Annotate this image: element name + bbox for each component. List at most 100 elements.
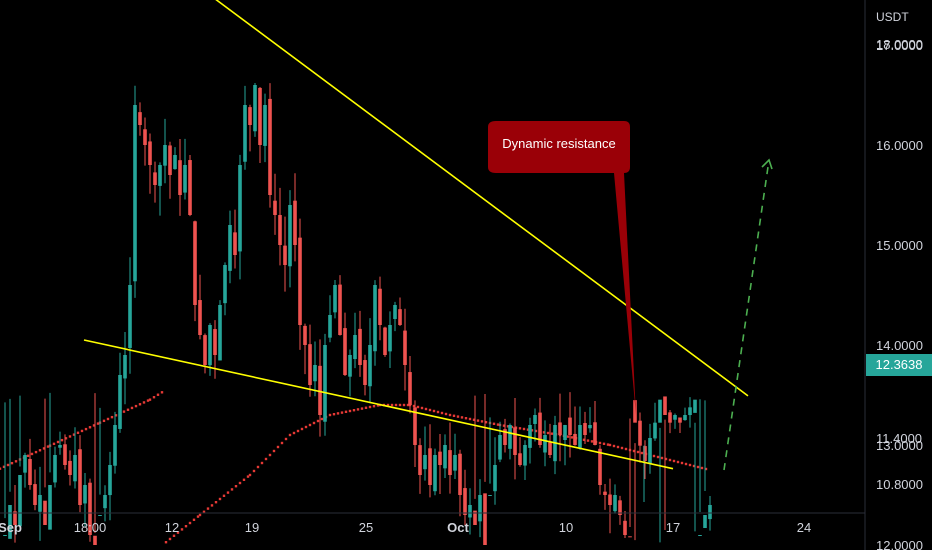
ma-dot (296, 429, 300, 433)
candle-body (23, 455, 27, 473)
ma-dot (64, 437, 68, 440)
ma-dot (60, 438, 64, 442)
candle-body (583, 423, 587, 435)
ma-dot (188, 521, 192, 525)
price-tick-label: 14.0000 (876, 338, 923, 353)
candle-body (503, 429, 507, 445)
candle-body (118, 375, 122, 429)
ma-dot (68, 435, 72, 438)
ma-dot (110, 415, 114, 419)
candle-body (188, 160, 192, 215)
ma-dot (52, 442, 56, 446)
ma-dot (312, 421, 316, 425)
candle-body (683, 415, 687, 421)
ma-dot (656, 455, 660, 459)
ma-dot (704, 467, 708, 471)
ma-dot (606, 443, 610, 446)
ma-dot (76, 431, 80, 434)
ma-dot (598, 441, 602, 445)
candle-body (193, 221, 197, 305)
candle-body (678, 417, 682, 423)
candle-body (113, 425, 117, 466)
ma-dot (6, 463, 10, 467)
ma-dot (304, 425, 308, 429)
ma-dot (700, 466, 704, 470)
candle-body (13, 511, 17, 525)
candle-body (653, 422, 657, 439)
ma-dot (30, 452, 34, 456)
candle-body (248, 107, 252, 125)
candle-body (408, 372, 412, 405)
candle-body (628, 536, 632, 538)
candle-body (253, 85, 257, 132)
callout-dynamic-resistance: Dynamic resistance (502, 136, 616, 151)
candle-body (613, 495, 617, 512)
ma-dot (226, 491, 230, 494)
candle-body (138, 112, 142, 125)
ma-dot (620, 446, 624, 450)
candle-body (388, 325, 392, 352)
ma-dot (688, 463, 692, 467)
trendlines (83, 0, 749, 470)
ma-dot (444, 412, 448, 416)
ma-dot (356, 408, 360, 411)
ma-dot (526, 428, 530, 431)
ma-dot (612, 444, 616, 448)
candle-body (603, 491, 607, 495)
candle-body (218, 305, 222, 361)
ma-dot (364, 406, 368, 409)
candle-body (483, 493, 487, 545)
candle-body (313, 365, 317, 382)
ma-dot (284, 437, 288, 441)
ma-dot (14, 460, 18, 463)
ma-dot (272, 449, 276, 453)
ma-dot (368, 405, 372, 409)
time-tick-label: Sep (0, 520, 22, 535)
candle-body (148, 141, 152, 165)
ma-dot (608, 443, 612, 447)
time-tick-label: 10 (559, 520, 573, 535)
ma-dot (164, 541, 168, 544)
time-axis[interactable]: Sep 18:00 12 19 25 Oct 10 17 24 (0, 520, 811, 535)
candle-body (8, 505, 12, 539)
ma-dot (452, 414, 456, 417)
candle-body (398, 309, 402, 325)
ma-dot (106, 417, 110, 421)
candle-body (693, 399, 697, 413)
candle-body (18, 475, 22, 527)
ma-dot (264, 457, 268, 461)
ma-dot (198, 513, 202, 517)
candle-body (448, 450, 452, 475)
candle-body (158, 165, 162, 186)
candle-body (123, 355, 127, 379)
ma-dot (386, 403, 390, 407)
candle-body (228, 225, 232, 271)
candle-body (163, 145, 167, 166)
ma-dot (210, 504, 214, 507)
ma-dot (344, 410, 348, 413)
candle-body (383, 327, 387, 355)
ma-dot (472, 418, 476, 421)
candle-body (668, 412, 672, 423)
candle-body (108, 465, 112, 496)
candle-body (243, 105, 247, 162)
price-tick-label: 17.0000 (876, 38, 923, 53)
time-tick-label: Oct (447, 520, 469, 535)
ma-dot (502, 424, 506, 427)
candle-body (278, 215, 282, 245)
candle-body (548, 442, 552, 455)
candle-body (63, 444, 67, 465)
ma-dot (308, 423, 312, 427)
candle-body (573, 433, 577, 445)
ma-dot (146, 399, 150, 402)
ma-dot (390, 403, 394, 407)
candle-body (473, 510, 477, 525)
candle-body (608, 494, 612, 505)
ma-dot (26, 454, 30, 457)
ma-dot (510, 425, 514, 429)
ma-dot (432, 409, 436, 413)
candle-body (83, 485, 87, 504)
